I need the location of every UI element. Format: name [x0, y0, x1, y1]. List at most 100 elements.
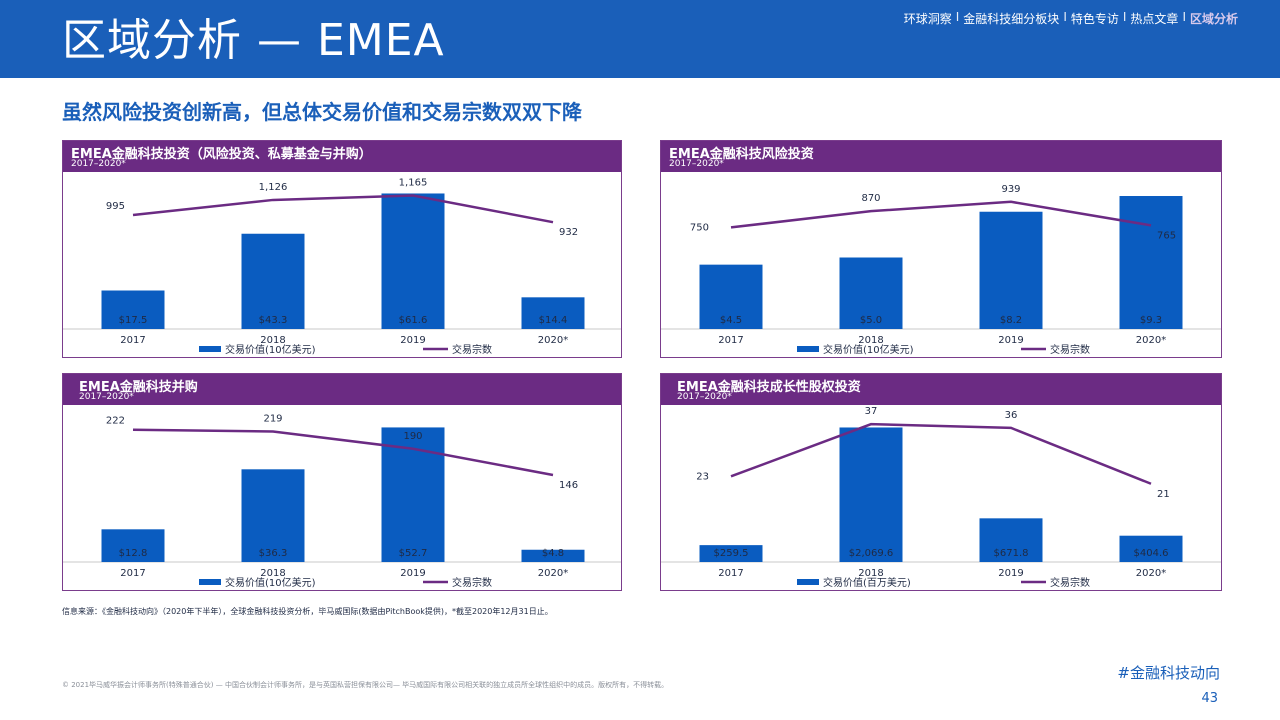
nav-separator: I [1063, 10, 1067, 24]
page-number: 43 [1201, 691, 1218, 706]
chart-header: EMEA金融科技成长性股权投资 2017–2020* [661, 374, 1221, 405]
line-value-label: 1,126 [259, 182, 288, 193]
series-line-deal-count [730, 200, 1152, 229]
x-tick-label: 2020* [1136, 568, 1166, 579]
legend-bar-label: 交易价值(百万美元) [823, 576, 911, 589]
bar-2018 [241, 233, 305, 329]
legend-line-label: 交易宗数 [452, 343, 492, 356]
bar-value-label: $259.5 [714, 548, 749, 559]
line-value-label: 36 [1005, 410, 1018, 421]
bar-2020 [1119, 196, 1183, 329]
nav-item-interviews[interactable]: 特色专访 [1070, 12, 1119, 26]
bar-value-label: $61.6 [399, 315, 428, 326]
chart-subtitle: 2017–2020* [677, 392, 732, 402]
bar-2018 [839, 257, 903, 329]
line-value-label: 21 [1157, 489, 1170, 500]
chart-title: EMEA金融科技风险投资 [669, 147, 814, 162]
x-tick-label: 2019 [998, 568, 1023, 579]
bar-value-label: $43.3 [259, 315, 288, 326]
chart-panel-venture-capital: EMEA金融科技风险投资 2017–2020* $4.5 $5.0 $8.2 $9.3… [660, 140, 1222, 358]
x-tick-label: 2020* [538, 568, 568, 579]
bar-2020 [1119, 535, 1183, 562]
x-tick-label: 2018 [858, 335, 883, 346]
line-value-label: 190 [403, 431, 422, 442]
chart-panel-growth-equity: EMEA金融科技成长性股权投资 2017–2020* $259.5 $2,069.… [660, 373, 1222, 591]
chart-panel-total-investment: EMEA金融科技投资（风险投资、私募基金与并购） 2017–2020* $17.… [62, 140, 622, 358]
copyright-text: © 2021毕马威华振会计师事务所(特殊普通合伙) — 中国合伙制会计师事务所，… [62, 681, 669, 689]
x-tick-label: 2018 [260, 568, 285, 579]
bar-2018 [839, 427, 903, 562]
bar-2017 [101, 529, 165, 562]
bar-value-label: $8.2 [1000, 315, 1022, 326]
series-line-deal-count [730, 422, 1152, 485]
bar-2019 [979, 518, 1043, 562]
line-value-label: 750 [690, 222, 709, 233]
bar-value-label: $4.8 [542, 548, 564, 559]
bar-value-label: $5.0 [860, 315, 882, 326]
nav-separator: I [1122, 10, 1127, 24]
source-note: 信息来源：《金融科技动向》（2020年下半年），全球金融科技投资分析，毕马威国际… [62, 607, 553, 616]
line-value-label: 995 [106, 201, 125, 212]
line-value-label: 219 [263, 413, 282, 424]
page-title: 区域分析 — EMEA [62, 15, 445, 66]
bar-2020 [521, 549, 585, 562]
bar-2020 [521, 297, 585, 329]
chart-header: EMEA金融科技风险投资 2017–2020* [661, 141, 1221, 172]
x-tick-label: 2019 [998, 335, 1023, 346]
bar-2017 [699, 264, 763, 329]
bar-value-label: $2,069.6 [849, 548, 894, 559]
bar-value-label: $671.8 [994, 548, 1029, 559]
hashtag-link[interactable]: #金融科技动向 [1117, 664, 1220, 682]
header-bar: 区域分析 — EMEA 环球洞察 I 金融科技细分板块 I 特色专访 I 热点文… [0, 0, 1280, 78]
bar-2017 [101, 290, 165, 329]
legend-bar-swatch [199, 346, 221, 352]
x-tick-label: 2020* [1136, 335, 1166, 346]
line-value-label: 222 [106, 416, 125, 427]
legend-bar-label: 交易价值(10亿美元) [823, 343, 914, 356]
x-tick-label: 2019 [400, 335, 425, 346]
top-nav: 环球洞察 I 金融科技细分板块 I 特色专访 I 热点文章 I 区域分析 [904, 10, 1238, 27]
chart-subtitle: 2017–2020* [669, 159, 724, 169]
nav-item-hot-articles[interactable]: 热点文章 [1130, 12, 1179, 26]
legend-bar-label: 交易价值(10亿美元) [225, 576, 316, 589]
x-tick-label: 2017 [718, 568, 743, 579]
chart-svg: $4.5 $5.0 $8.2 $9.3 750 870 939 765 2017 2018 2019… [661, 184, 1221, 356]
bar-2019 [979, 211, 1043, 329]
nav-separator: I [955, 10, 960, 24]
chart-title: EMEA金融科技投资（风险投资、私募基金与并购） [71, 147, 372, 162]
nav-item-fintech-segments[interactable]: 金融科技细分板块 [963, 12, 1060, 26]
line-value-label: 932 [559, 227, 578, 238]
bar-value-label: $12.8 [119, 548, 148, 559]
bar-value-label: $9.3 [1140, 315, 1162, 326]
legend-line-label: 交易宗数 [452, 576, 492, 589]
line-value-label: 765 [1157, 230, 1176, 241]
line-value-label: 1,165 [399, 177, 428, 188]
series-line-deal-count [132, 428, 554, 477]
chart-svg: $259.5 $2,069.6 $671.8 $404.6 23 37 36 21 2017 20… [661, 406, 1221, 589]
line-value-label: 939 [1001, 184, 1020, 195]
x-tick-label: 2018 [858, 568, 883, 579]
legend-bar-swatch [797, 579, 819, 585]
bar-2018 [241, 469, 305, 562]
chart-header: EMEA金融科技并购 2017–2020* [63, 374, 621, 405]
x-tick-label: 2017 [718, 335, 743, 346]
chart-header: EMEA金融科技投资（风险投资、私募基金与并购） 2017–2020* [63, 141, 621, 172]
legend-bar-swatch [199, 579, 221, 585]
line-value-label: 870 [861, 193, 880, 204]
nav-item-regional-analysis[interactable]: 区域分析 [1189, 12, 1238, 26]
bar-value-label: $4.5 [720, 315, 742, 326]
chart-svg: $12.8 $36.3 $52.7 $4.8 222 219 190 146 2017 2018 2… [63, 413, 621, 589]
x-tick-label: 2018 [260, 335, 285, 346]
series-line-deal-count [132, 194, 554, 224]
bar-value-label: $17.5 [119, 315, 148, 326]
chart-title: EMEA金融科技并购 [79, 380, 198, 395]
nav-item-global-insight[interactable]: 环球洞察 [903, 12, 952, 26]
bar-2017 [699, 545, 763, 562]
bar-value-label: $404.6 [1134, 548, 1169, 559]
legend-line-label: 交易宗数 [1050, 343, 1090, 356]
bar-value-label: $14.4 [539, 315, 568, 326]
bar-2019 [381, 193, 445, 329]
line-value-label: 37 [865, 406, 878, 417]
legend-line-label: 交易宗数 [1050, 576, 1090, 589]
chart-svg: $17.5 $43.3 $61.6 $14.4 995 1,126 1,165 932 2017… [63, 177, 621, 356]
